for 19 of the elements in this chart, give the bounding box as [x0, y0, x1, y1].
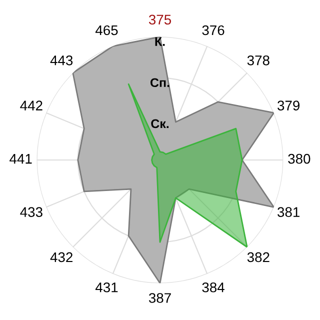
spoke-label: 441 — [10, 154, 32, 164]
spoke-label: 432 — [50, 252, 72, 262]
spoke-label: 381 — [278, 207, 300, 217]
spoke-label: 433 — [20, 207, 42, 217]
spoke-label: 442 — [20, 100, 42, 110]
spoke-label: 382 — [247, 252, 270, 262]
spoke-label: 384 — [202, 282, 224, 292]
y-tick-label: Сп. — [150, 78, 170, 88]
spoke-label: 379 — [278, 100, 300, 110]
spoke-label: 431 — [95, 282, 118, 292]
spoke-label: 375 — [148, 14, 172, 25]
spoke-label: 378 — [247, 55, 270, 66]
y-tick-label: К. — [155, 37, 165, 46]
y-tick-label: Ск. — [151, 119, 169, 128]
spoke-label: 376 — [202, 25, 224, 36]
spoke-label: 387 — [148, 293, 171, 303]
spoke-label: 465 — [95, 25, 118, 36]
spoke-label: 380 — [288, 154, 310, 164]
spoke-label: 443 — [50, 55, 73, 66]
